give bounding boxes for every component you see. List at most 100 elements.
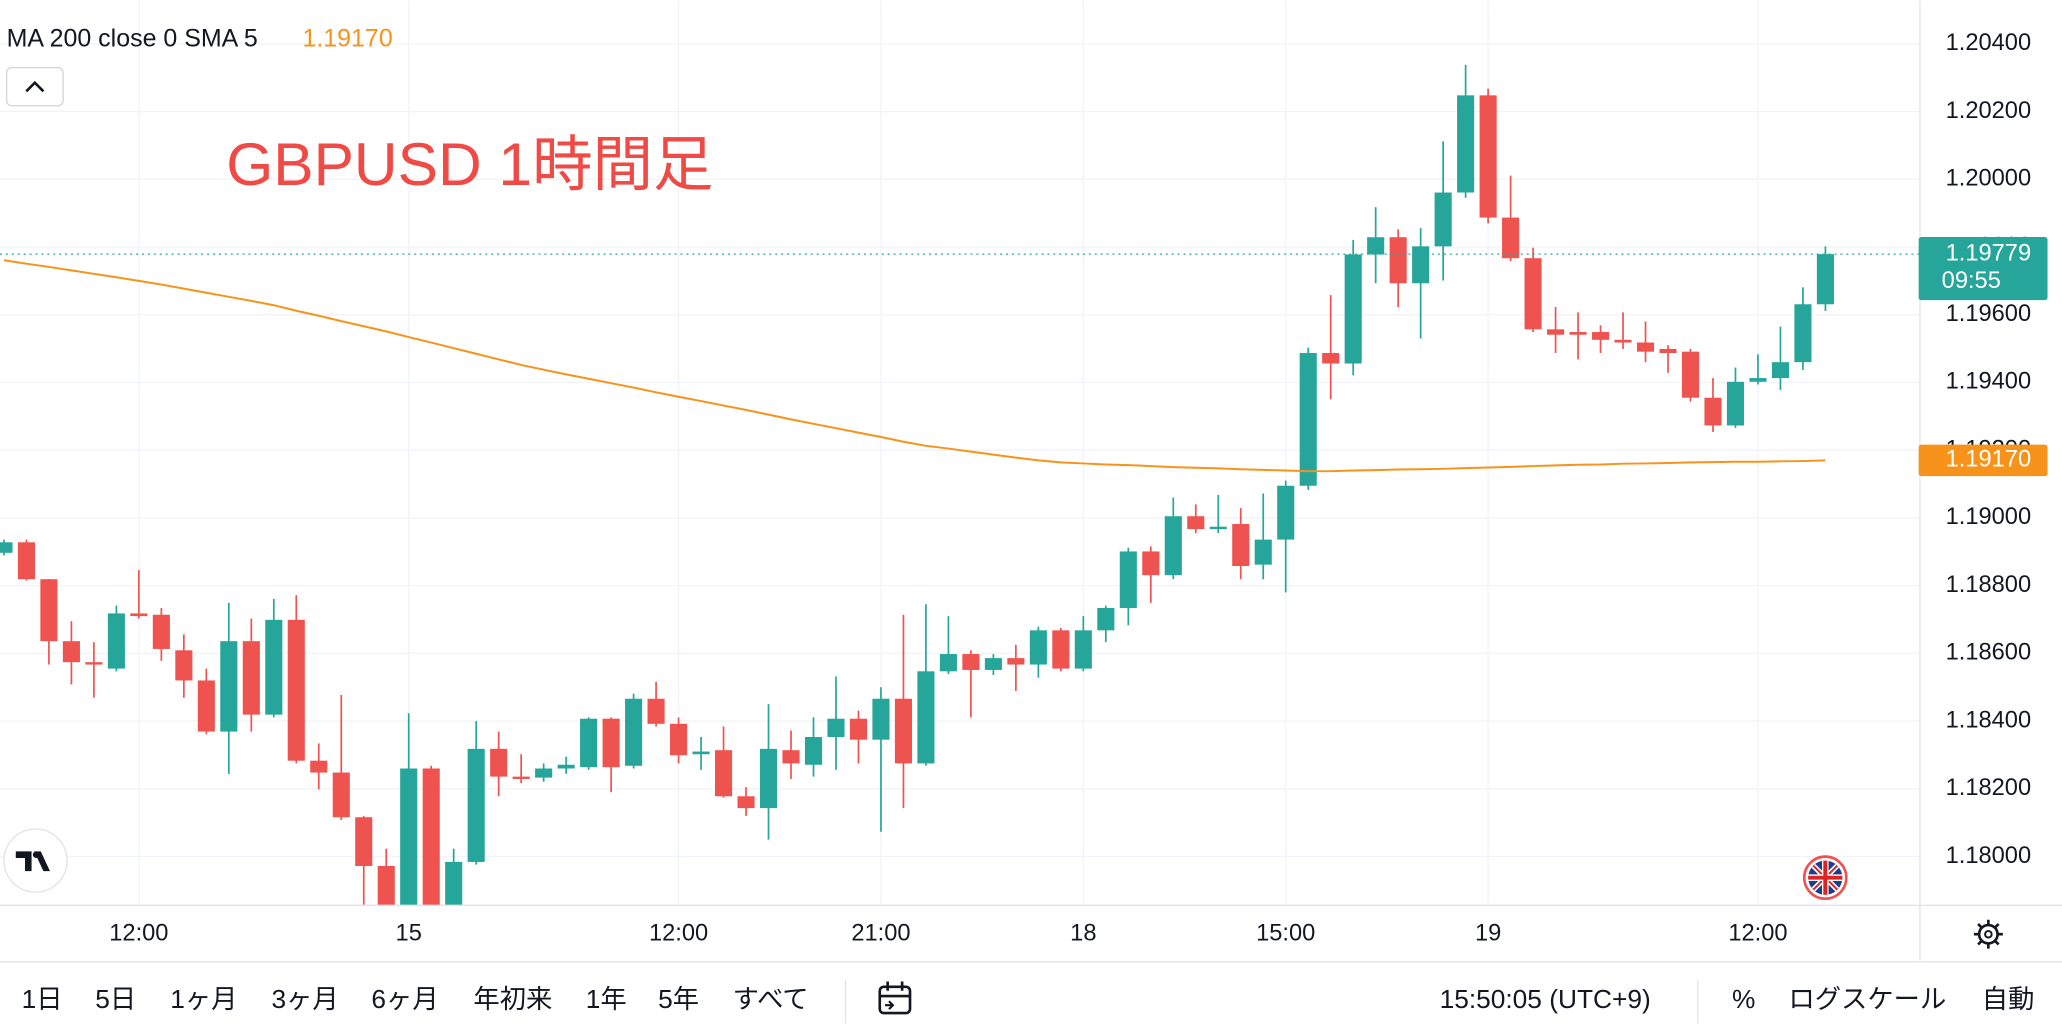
y-tick-label: 1.18800 bbox=[1946, 572, 2032, 598]
candle-body bbox=[1299, 353, 1317, 486]
x-tick-label: 12:00 bbox=[649, 920, 708, 946]
range-button[interactable]: 年初来 bbox=[473, 984, 552, 1014]
candle-body bbox=[1277, 485, 1295, 540]
log-scale-button[interactable]: ログスケール bbox=[1788, 984, 1946, 1014]
candle-body bbox=[872, 698, 890, 740]
range-button[interactable]: 3ヶ月 bbox=[271, 984, 338, 1014]
range-button[interactable]: 1日 bbox=[22, 984, 63, 1014]
last-price-tag bbox=[1918, 237, 2048, 301]
candle-body bbox=[1142, 551, 1160, 576]
candle-body bbox=[625, 698, 643, 766]
calendar-button[interactable] bbox=[878, 981, 912, 1015]
candle-body bbox=[197, 680, 215, 732]
candle-body bbox=[85, 662, 103, 665]
candle-body bbox=[1389, 237, 1407, 284]
candle-body bbox=[265, 619, 283, 715]
range-button[interactable]: 5日 bbox=[95, 984, 136, 1014]
candle-body bbox=[1681, 351, 1700, 398]
y-tick-label: 1.18000 bbox=[1946, 843, 2032, 869]
candle-body bbox=[62, 641, 80, 663]
ma-tag bbox=[1918, 444, 2048, 477]
candle-body bbox=[400, 768, 418, 906]
ma-tag-label: 1.19170 bbox=[1946, 447, 2032, 473]
candle-body bbox=[557, 764, 575, 769]
candle-body bbox=[759, 748, 778, 809]
candle-body bbox=[422, 768, 440, 906]
y-tick-label: 1.20000 bbox=[1946, 166, 2032, 192]
candle-body bbox=[1502, 217, 1520, 259]
candle-body bbox=[1344, 254, 1362, 364]
candle-body bbox=[917, 671, 935, 764]
range-button[interactable]: 5年 bbox=[658, 984, 699, 1014]
candle-body bbox=[1074, 630, 1092, 669]
auto-button[interactable]: 自動 bbox=[1982, 984, 2035, 1014]
range-button[interactable]: 6ヶ月 bbox=[371, 984, 438, 1014]
candle-body bbox=[939, 654, 957, 672]
range-button[interactable]: 1ヶ月 bbox=[170, 984, 237, 1014]
candle-body bbox=[782, 750, 800, 764]
candle-body bbox=[377, 866, 395, 906]
y-tick-label: 1.18400 bbox=[1946, 707, 2032, 733]
candle-body bbox=[1232, 524, 1250, 566]
candle-body bbox=[1052, 630, 1070, 669]
grid bbox=[0, 0, 1920, 906]
range-button[interactable]: 1年 bbox=[586, 984, 627, 1014]
collapse-button[interactable] bbox=[5, 66, 64, 107]
range-button[interactable]: すべて bbox=[733, 984, 809, 1014]
candle-body bbox=[1367, 237, 1385, 255]
candle-body bbox=[580, 718, 598, 768]
candle-body bbox=[1726, 381, 1745, 426]
candle-body bbox=[130, 613, 148, 617]
candle-body bbox=[332, 772, 350, 818]
tradingview-logo[interactable] bbox=[3, 828, 68, 893]
y-tick-label: 1.20200 bbox=[1946, 98, 2032, 124]
uk-flag[interactable] bbox=[1802, 855, 1848, 901]
y-tick-label: 1.18200 bbox=[1946, 775, 2032, 801]
candle-body bbox=[1119, 551, 1137, 608]
candle-body bbox=[1209, 526, 1227, 530]
candle-body bbox=[445, 861, 463, 906]
candle-body bbox=[1254, 539, 1272, 565]
candle-body bbox=[1434, 192, 1452, 247]
candle-body bbox=[1097, 607, 1115, 631]
candle-body bbox=[894, 698, 912, 764]
y-tick-label: 1.19000 bbox=[1946, 504, 2032, 530]
candle-body bbox=[490, 748, 508, 777]
x-tick-label: 12:00 bbox=[1728, 920, 1787, 946]
candle-body bbox=[827, 718, 845, 737]
candle-body bbox=[804, 736, 823, 765]
candle-body bbox=[1412, 246, 1430, 284]
candle-body bbox=[310, 760, 328, 773]
last-price-label: 1.19779 bbox=[1946, 240, 2032, 266]
settings-gear[interactable] bbox=[1973, 919, 2003, 949]
x-tick-label: 12:00 bbox=[109, 920, 168, 946]
candle-body bbox=[1794, 304, 1812, 363]
bar-countdown: 09:55 bbox=[1942, 268, 2001, 294]
candle-body bbox=[1592, 332, 1610, 340]
candle-body bbox=[152, 614, 170, 649]
clock: 15:50:05 (UTC+9) bbox=[1440, 984, 1651, 1014]
percent-button[interactable]: % bbox=[1732, 984, 1755, 1014]
candle-body bbox=[220, 641, 238, 732]
moving-average-line bbox=[3, 259, 1826, 473]
candle-body bbox=[17, 542, 35, 580]
candle-body bbox=[1187, 516, 1205, 530]
candle-body bbox=[1322, 353, 1340, 364]
y-tick-label: 1.18600 bbox=[1946, 640, 2032, 666]
x-tick-label: 19 bbox=[1475, 920, 1501, 946]
candle-body bbox=[1704, 397, 1722, 426]
candle-body bbox=[1636, 342, 1655, 352]
candle-body bbox=[40, 579, 58, 642]
candle-body bbox=[175, 650, 193, 681]
candle-body bbox=[1457, 95, 1475, 193]
y-tick-label: 1.19600 bbox=[1946, 301, 2032, 327]
candle-body bbox=[1524, 258, 1542, 330]
candle-body bbox=[1771, 362, 1789, 379]
chart-annotation: GBPUSD 1時間足 bbox=[226, 130, 713, 198]
candle-body bbox=[467, 748, 485, 862]
candle-body bbox=[692, 751, 710, 755]
candle-body bbox=[1007, 658, 1025, 665]
candle-body bbox=[1029, 630, 1047, 665]
candle-body bbox=[849, 718, 868, 740]
